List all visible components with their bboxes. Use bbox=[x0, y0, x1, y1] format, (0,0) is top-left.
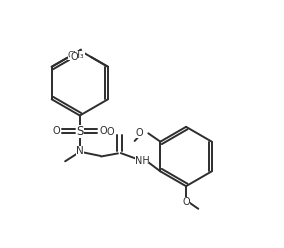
Text: CH₃: CH₃ bbox=[68, 51, 85, 60]
Text: O: O bbox=[53, 126, 60, 136]
Text: S: S bbox=[76, 124, 83, 138]
Text: O: O bbox=[107, 127, 114, 137]
Text: N: N bbox=[76, 146, 84, 156]
Text: O: O bbox=[99, 126, 107, 136]
Text: O: O bbox=[70, 52, 78, 62]
Text: O: O bbox=[136, 128, 143, 138]
Text: O: O bbox=[182, 197, 190, 207]
Text: NH: NH bbox=[135, 156, 149, 166]
